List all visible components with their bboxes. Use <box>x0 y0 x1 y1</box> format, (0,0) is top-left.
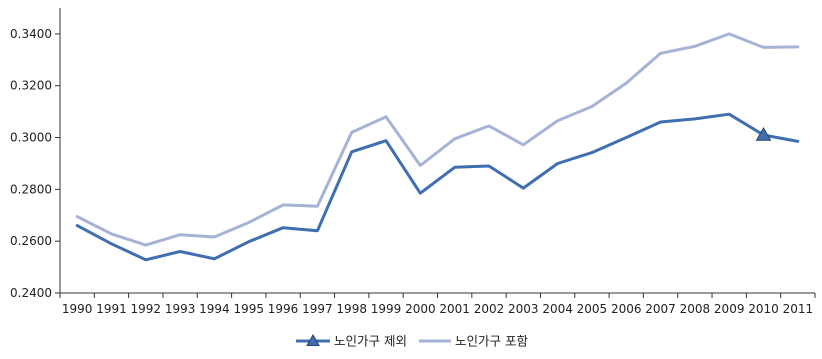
x-tick-label: 2001 <box>439 302 470 316</box>
y-tick-label: 0.2800 <box>10 182 52 196</box>
x-tick-label: 2007 <box>645 302 676 316</box>
x-tick-label: 2009 <box>714 302 745 316</box>
data-point-0 <box>522 187 525 190</box>
x-tick-label: 2005 <box>577 302 608 316</box>
data-point-1 <box>76 215 79 218</box>
x-tick-label: 2003 <box>508 302 539 316</box>
data-point-0 <box>796 140 799 143</box>
data-point-1 <box>796 45 799 48</box>
x-tick-label: 1992 <box>131 302 162 316</box>
series-marker-triangle <box>755 126 772 141</box>
data-point-0 <box>247 240 250 243</box>
data-point-1 <box>179 233 182 236</box>
data-point-1 <box>144 244 147 247</box>
data-point-0 <box>625 136 628 139</box>
data-point-1 <box>590 105 593 108</box>
data-point-1 <box>419 164 422 167</box>
data-point-1 <box>316 205 319 208</box>
data-point-0 <box>659 121 662 124</box>
data-point-0 <box>282 226 285 229</box>
data-point-0 <box>76 224 79 227</box>
data-point-1 <box>659 52 662 55</box>
x-tick-label: 2010 <box>748 302 779 316</box>
x-tick-label: 1990 <box>62 302 93 316</box>
data-point-0 <box>144 258 147 261</box>
data-point-1 <box>213 236 216 239</box>
data-point-0 <box>419 192 422 195</box>
data-point-0 <box>350 150 353 153</box>
data-point-0 <box>487 165 490 168</box>
x-tick-label: 1991 <box>96 302 127 316</box>
data-point-0 <box>590 151 593 154</box>
x-tick-label: 1999 <box>371 302 402 316</box>
data-point-0 <box>693 117 696 120</box>
data-point-0 <box>453 166 456 169</box>
y-tick-label: 0.3400 <box>10 27 52 41</box>
series-line-1 <box>75 32 800 247</box>
data-point-1 <box>453 137 456 140</box>
data-point-0 <box>179 250 182 253</box>
data-point-1 <box>282 203 285 206</box>
data-point-0 <box>385 139 388 142</box>
x-tick-label: 1994 <box>199 302 230 316</box>
x-tick-label: 1996 <box>268 302 299 316</box>
data-point-1 <box>693 45 696 48</box>
x-tick-label: 2011 <box>783 302 814 316</box>
x-tick-label: 1998 <box>336 302 367 316</box>
x-tick-label: 1993 <box>165 302 196 316</box>
legend-marker-triangle <box>306 333 320 346</box>
data-point-1 <box>762 46 765 49</box>
data-point-1 <box>625 82 628 85</box>
legend-label: 노인가구 제외 <box>334 334 407 349</box>
data-point-1 <box>556 119 559 122</box>
series-line-0 <box>75 112 800 262</box>
y-tick-label: 0.2600 <box>10 234 52 248</box>
data-point-1 <box>350 131 353 134</box>
x-tick-label: 2002 <box>474 302 505 316</box>
y-tick-label: 0.2400 <box>10 286 52 300</box>
x-tick-label: 2008 <box>680 302 711 316</box>
data-point-1 <box>110 232 113 235</box>
x-tick-label: 1995 <box>233 302 264 316</box>
data-point-0 <box>213 257 216 260</box>
data-point-0 <box>556 162 559 165</box>
y-tick-label: 0.3200 <box>10 79 52 93</box>
x-tick-label: 2006 <box>611 302 642 316</box>
x-tick-label: 2000 <box>405 302 436 316</box>
data-point-1 <box>487 124 490 127</box>
y-tick-label: 0.3000 <box>10 131 52 145</box>
data-point-1 <box>728 32 731 35</box>
data-point-0 <box>728 113 731 116</box>
x-tick-label: 2004 <box>542 302 573 316</box>
data-point-0 <box>110 242 113 245</box>
legend-label: 노인가구 포함 <box>455 334 528 349</box>
data-point-1 <box>247 221 250 224</box>
data-point-0 <box>316 229 319 232</box>
x-tick-label: 1997 <box>302 302 333 316</box>
data-point-1 <box>522 143 525 146</box>
data-point-1 <box>385 115 388 118</box>
